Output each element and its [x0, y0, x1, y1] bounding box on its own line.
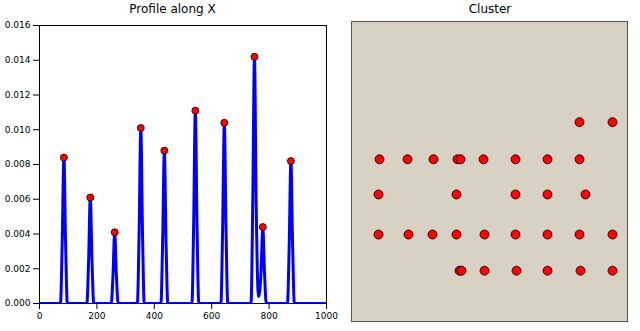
html-text:Cluster: Cluster: [468, 2, 512, 16]
svg-text:800: 800: [261, 311, 278, 321]
svg-text:0.002: 0.002: [5, 264, 31, 274]
svg-text:0.000: 0.000: [5, 298, 31, 308]
svg-text:0.006: 0.006: [5, 194, 31, 204]
svg-text:0.016: 0.016: [5, 20, 31, 30]
html-text:Profile along X: Profile along X: [129, 2, 216, 16]
svg-text:0.010: 0.010: [5, 125, 31, 135]
svg-text:0.008: 0.008: [5, 159, 31, 169]
svg-text:600: 600: [203, 311, 220, 321]
svg-text:200: 200: [88, 311, 105, 321]
svg-text:0.014: 0.014: [5, 55, 31, 65]
svg-text:0.004: 0.004: [5, 229, 31, 239]
svg-text:400: 400: [146, 311, 163, 321]
svg-text:0.012: 0.012: [5, 90, 31, 100]
svg-text:0: 0: [37, 311, 43, 321]
svg-text:1000: 1000: [315, 311, 338, 321]
